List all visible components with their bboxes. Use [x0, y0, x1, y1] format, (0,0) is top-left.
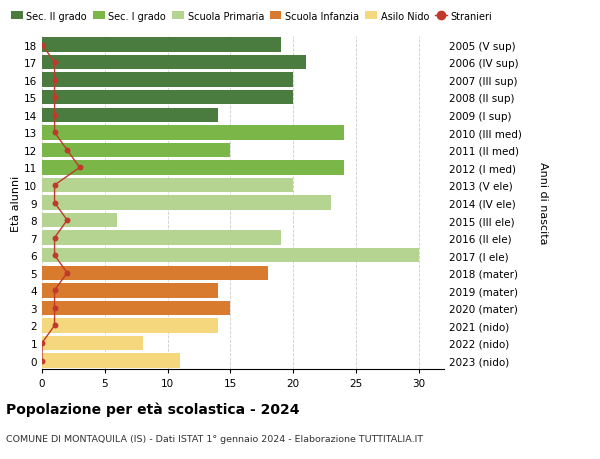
Bar	[42, 196, 331, 210]
Text: Popolazione per età scolastica - 2024: Popolazione per età scolastica - 2024	[6, 402, 299, 416]
Point	[50, 95, 59, 102]
Bar	[42, 108, 218, 123]
Bar	[42, 301, 230, 315]
Bar	[42, 161, 344, 175]
Point	[62, 269, 72, 277]
Bar	[42, 319, 218, 333]
Point	[50, 182, 59, 189]
Bar	[42, 73, 293, 88]
Point	[50, 199, 59, 207]
Point	[50, 252, 59, 259]
Bar	[42, 231, 281, 245]
Point	[50, 304, 59, 312]
Point	[37, 357, 47, 364]
Text: COMUNE DI MONTAQUILA (IS) - Dati ISTAT 1° gennaio 2024 - Elaborazione TUTTITALIA: COMUNE DI MONTAQUILA (IS) - Dati ISTAT 1…	[6, 434, 423, 443]
Point	[50, 235, 59, 242]
Point	[37, 42, 47, 49]
Bar	[42, 38, 281, 53]
Point	[75, 164, 85, 172]
Point	[50, 59, 59, 67]
Point	[62, 217, 72, 224]
Bar	[42, 91, 293, 105]
Y-axis label: Età alunni: Età alunni	[11, 175, 21, 231]
Legend: Sec. II grado, Sec. I grado, Scuola Primaria, Scuola Infanzia, Asilo Nido, Stran: Sec. II grado, Sec. I grado, Scuola Prim…	[11, 12, 492, 22]
Bar	[42, 336, 143, 350]
Point	[62, 147, 72, 154]
Y-axis label: Anni di nascita: Anni di nascita	[538, 162, 548, 244]
Point	[50, 322, 59, 330]
Point	[50, 287, 59, 294]
Point	[50, 77, 59, 84]
Bar	[42, 126, 344, 140]
Bar	[42, 248, 419, 263]
Bar	[42, 266, 268, 280]
Bar	[42, 353, 180, 368]
Bar	[42, 56, 306, 70]
Point	[37, 340, 47, 347]
Point	[50, 129, 59, 137]
Point	[50, 112, 59, 119]
Bar	[42, 284, 218, 298]
Bar	[42, 179, 293, 193]
Bar	[42, 143, 230, 158]
Bar	[42, 213, 118, 228]
